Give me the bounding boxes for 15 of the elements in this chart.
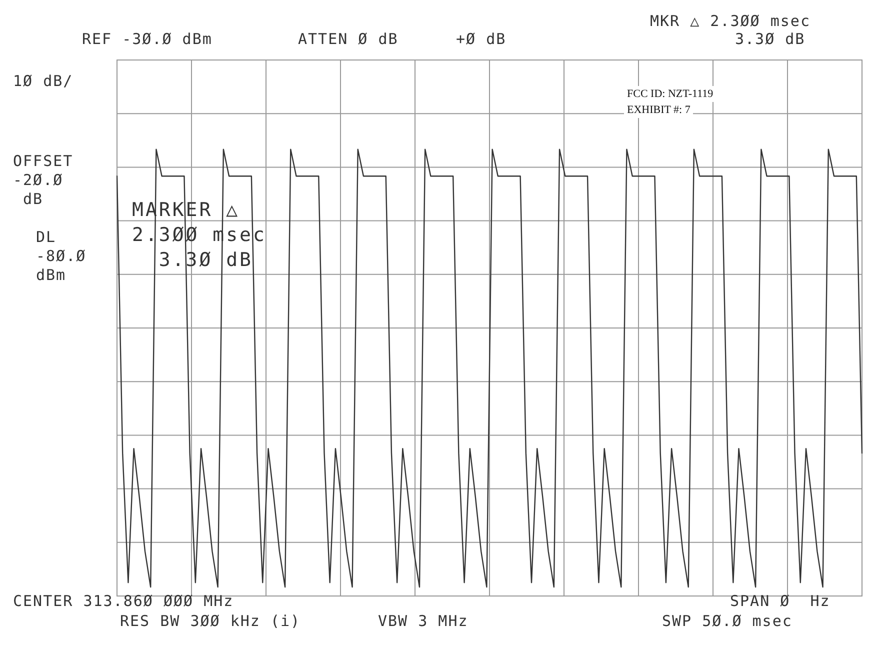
- text: DL -8Ø.Ø dBm: [36, 228, 86, 285]
- text: SWP 5Ø.Ø msec: [662, 612, 792, 631]
- text: VBW 3 MHz: [378, 612, 468, 631]
- text: MKR △ 2.3ØØ msec: [650, 12, 810, 31]
- text: FCC ID: NZT-1119: [624, 86, 716, 102]
- text: REF -3Ø.Ø dBm: [82, 30, 212, 49]
- annotation: SPAN Ø Hz: [730, 592, 830, 611]
- text: 1Ø dB/: [13, 72, 74, 91]
- text: OFFSET -2Ø.Ø dB: [13, 152, 74, 209]
- text: ATTEN Ø dB: [298, 30, 398, 49]
- text: RES BW 3ØØ kHz (i): [120, 612, 301, 631]
- text: 3.3Ø dB: [735, 30, 806, 49]
- text: EXHIBIT #: 7: [624, 102, 694, 118]
- annotation: CENTER 313.86Ø ØØØ MHz: [13, 592, 234, 611]
- text: +Ø dB: [456, 30, 506, 49]
